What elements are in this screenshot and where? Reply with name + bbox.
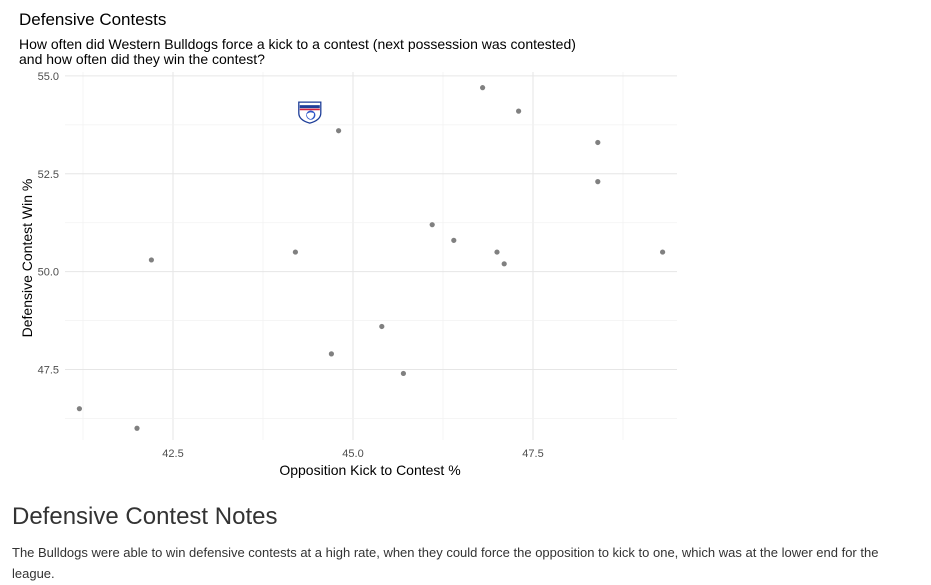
y-tick-label: 52.5 (38, 169, 59, 181)
data-point (501, 261, 507, 267)
data-point (292, 249, 298, 255)
chart-title: Defensive Contests (19, 10, 166, 29)
x-tick-label: 47.5 (522, 448, 543, 460)
x-tick-label: 45.0 (342, 448, 363, 460)
data-point (76, 406, 82, 412)
data-point (516, 108, 522, 114)
data-points (76, 85, 666, 431)
y-tick-labels: 47.5 50.0 52.5 55.0 (38, 71, 59, 377)
data-point (494, 249, 500, 255)
x-tick-labels: 42.5 45.0 47.5 (162, 448, 543, 460)
y-tick-label: 50.0 (38, 267, 59, 279)
y-tick-label: 55.0 (38, 71, 59, 83)
y-axis-label: Defensive Contest Win % (19, 179, 35, 338)
chart-container: Defensive Contests How often did Western… (19, 10, 677, 478)
x-tick-label: 42.5 (162, 448, 183, 460)
data-point (328, 351, 334, 357)
data-point (429, 222, 435, 228)
y-tick-label: 47.5 (38, 365, 59, 377)
data-point (451, 237, 457, 243)
team-highlight (298, 101, 322, 124)
grid (65, 72, 677, 440)
notes-section: Defensive Contest Notes The Bulldogs wer… (12, 502, 924, 584)
bulldogs-logo-icon (298, 101, 322, 124)
data-point (660, 249, 666, 255)
data-point (595, 179, 601, 185)
chart-subtitle-line-1: How often did Western Bulldogs force a k… (19, 36, 576, 52)
data-point (379, 323, 385, 330)
chart-subtitle-line-2: and how often did they win the contest? (19, 51, 265, 67)
x-axis-label: Opposition Kick to Contest % (279, 462, 460, 478)
data-point (336, 128, 342, 134)
data-point (595, 139, 601, 146)
data-point (400, 370, 406, 377)
notes-body: The Bulldogs were able to win defensive … (12, 545, 879, 581)
scatter-chart: Defensive Contests How often did Western… (19, 10, 677, 478)
notes-heading: Defensive Contest Notes (12, 503, 278, 530)
data-point (148, 257, 154, 263)
data-point (480, 85, 486, 91)
data-point (134, 425, 140, 431)
